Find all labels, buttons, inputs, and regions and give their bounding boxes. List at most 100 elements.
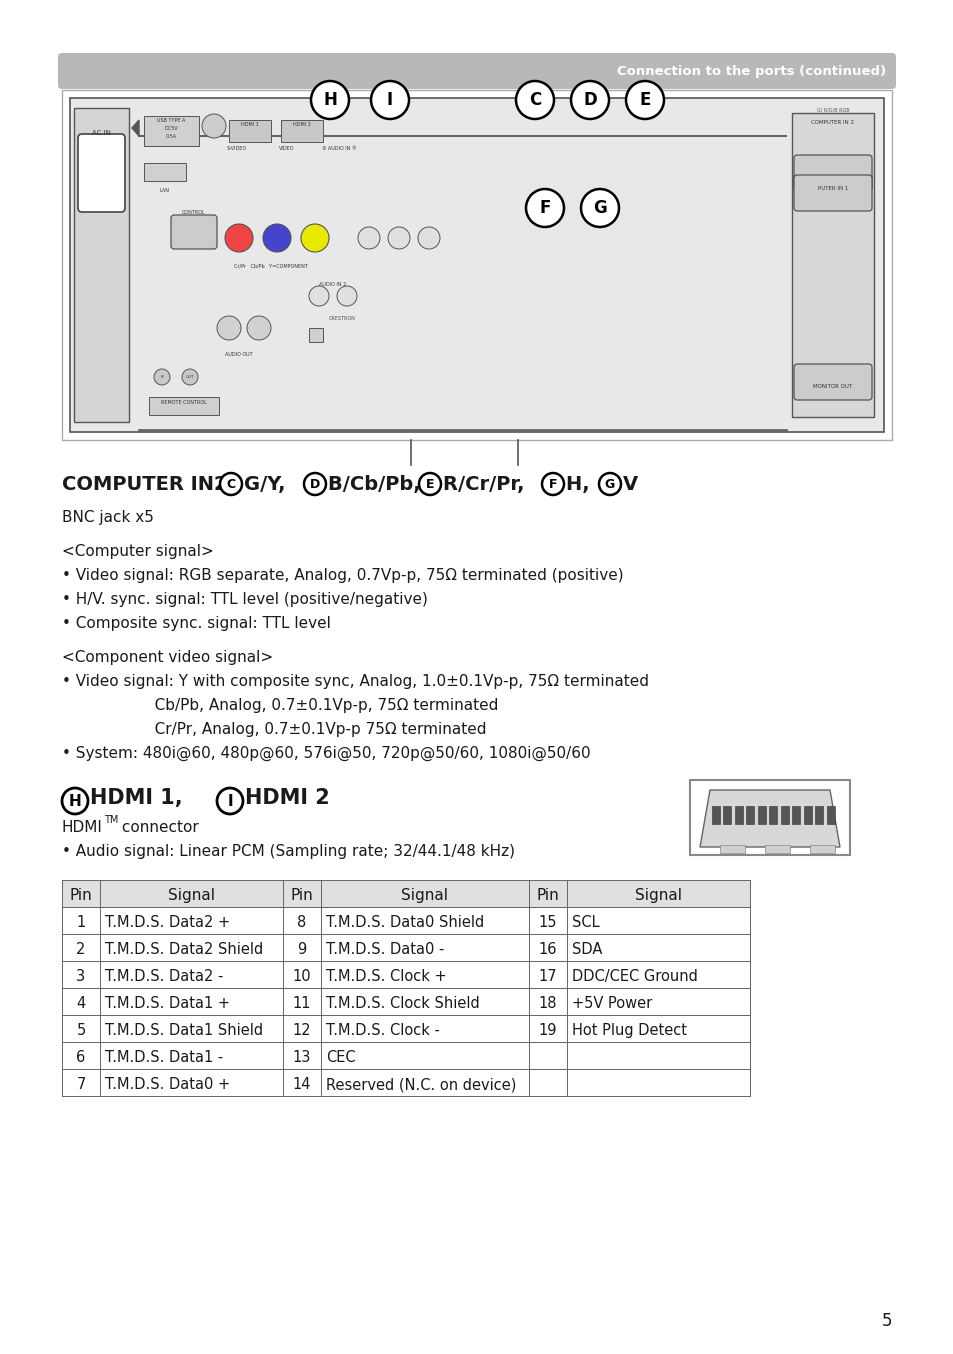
- Text: 13: 13: [293, 1049, 311, 1066]
- Text: MONITOR OUT: MONITOR OUT: [813, 385, 852, 390]
- Text: DC5V: DC5V: [164, 126, 177, 131]
- Circle shape: [625, 81, 663, 119]
- Text: R/Cr/Pr,: R/Cr/Pr,: [442, 475, 528, 494]
- Text: 0.5A: 0.5A: [165, 134, 176, 139]
- Text: Hot Plug Detect: Hot Plug Detect: [572, 1024, 686, 1039]
- Text: • Audio signal: Linear PCM (Sampling rate; 32/44.1/48 kHz): • Audio signal: Linear PCM (Sampling rat…: [62, 844, 515, 858]
- Bar: [62, 988, 749, 1016]
- Text: 16: 16: [538, 942, 557, 957]
- Text: Pin: Pin: [536, 888, 558, 903]
- Circle shape: [336, 286, 356, 306]
- Text: 4: 4: [76, 997, 86, 1011]
- Bar: [70, 97, 883, 432]
- FancyBboxPatch shape: [78, 134, 125, 213]
- Text: BNC jack x5: BNC jack x5: [62, 510, 153, 525]
- Text: Signal: Signal: [635, 888, 681, 903]
- Circle shape: [357, 227, 379, 249]
- Text: 6: 6: [76, 1049, 86, 1066]
- Bar: [745, 806, 754, 825]
- Circle shape: [418, 473, 440, 496]
- Text: 17: 17: [538, 969, 557, 984]
- Circle shape: [202, 114, 226, 138]
- Text: F: F: [548, 478, 557, 490]
- Text: HDMI 2: HDMI 2: [293, 122, 311, 127]
- Text: G/Y,: G/Y,: [244, 475, 289, 494]
- Text: T.M.D.S. Data0 Shield: T.M.D.S. Data0 Shield: [326, 915, 484, 930]
- Circle shape: [62, 788, 88, 814]
- Text: • Video signal: RGB separate, Analog, 0.7Vp-p, 75Ω terminated (positive): • Video signal: RGB separate, Analog, 0.…: [62, 567, 623, 584]
- Bar: [781, 806, 788, 825]
- Circle shape: [153, 370, 170, 385]
- Text: V: V: [622, 475, 638, 494]
- Text: PUTER IN 1: PUTER IN 1: [817, 185, 847, 191]
- Bar: [711, 806, 720, 825]
- Text: T.M.D.S. Data1 Shield: T.M.D.S. Data1 Shield: [105, 1024, 263, 1039]
- Text: TM: TM: [104, 815, 118, 825]
- Text: G: G: [604, 478, 615, 490]
- Text: Signal: Signal: [168, 888, 214, 903]
- Text: D: D: [582, 91, 597, 110]
- Bar: [815, 806, 822, 825]
- Text: T.M.D.S. Data2 +: T.M.D.S. Data2 +: [105, 915, 230, 930]
- Circle shape: [598, 473, 620, 496]
- Circle shape: [580, 190, 618, 227]
- Bar: [62, 89, 891, 440]
- Text: Cr/Pr   Cb/Pb   Y=COMPONENT: Cr/Pr Cb/Pb Y=COMPONENT: [233, 264, 308, 268]
- FancyBboxPatch shape: [58, 53, 895, 89]
- Text: C: C: [226, 478, 235, 490]
- Text: 2: 2: [76, 942, 86, 957]
- Text: LAN: LAN: [160, 188, 170, 194]
- Text: E: E: [425, 478, 434, 490]
- Bar: [722, 806, 731, 825]
- Bar: [62, 1070, 749, 1095]
- Circle shape: [388, 227, 410, 249]
- Bar: [826, 806, 834, 825]
- Text: B/Cb/Pb,: B/Cb/Pb,: [328, 475, 424, 494]
- Text: AC IN: AC IN: [92, 130, 111, 135]
- Bar: [74, 108, 129, 422]
- Circle shape: [516, 81, 554, 119]
- Text: 14: 14: [293, 1076, 311, 1091]
- Text: D: D: [310, 478, 320, 490]
- Text: • H/V. sync. signal: TTL level (positive/negative): • H/V. sync. signal: TTL level (positive…: [62, 592, 428, 607]
- Text: 9: 9: [297, 942, 306, 957]
- Circle shape: [371, 81, 409, 119]
- Circle shape: [225, 223, 253, 252]
- Text: • Video signal: Y with composite sync, Analog, 1.0±0.1Vp-p, 75Ω terminated: • Video signal: Y with composite sync, A…: [62, 674, 648, 689]
- Bar: [62, 1043, 749, 1070]
- Text: Reserved (N.C. on device): Reserved (N.C. on device): [326, 1076, 516, 1091]
- Text: 12: 12: [293, 1024, 311, 1039]
- Text: G: G: [593, 199, 606, 217]
- Bar: [309, 328, 323, 343]
- Circle shape: [311, 81, 349, 119]
- Circle shape: [220, 473, 242, 496]
- Text: T.M.D.S. Data1 -: T.M.D.S. Data1 -: [105, 1049, 223, 1066]
- Text: CRESTRON: CRESTRON: [329, 315, 355, 321]
- Text: 1: 1: [76, 915, 86, 930]
- Bar: [62, 934, 749, 961]
- FancyBboxPatch shape: [793, 175, 871, 211]
- Text: 11: 11: [293, 997, 311, 1011]
- Bar: [144, 116, 199, 146]
- Text: Cr/Pr, Analog, 0.7±0.1Vp-p 75Ω terminated: Cr/Pr, Analog, 0.7±0.1Vp-p 75Ω terminate…: [62, 722, 486, 737]
- Text: 15: 15: [538, 915, 557, 930]
- Bar: [144, 162, 186, 181]
- Text: CEC: CEC: [326, 1049, 355, 1066]
- Bar: [689, 780, 849, 854]
- Text: Pin: Pin: [70, 888, 92, 903]
- Circle shape: [304, 473, 326, 496]
- Text: S-VIDEO: S-VIDEO: [227, 145, 247, 150]
- Bar: [764, 845, 789, 853]
- Text: AUDIO IN 2: AUDIO IN 2: [318, 282, 346, 287]
- Polygon shape: [132, 121, 139, 135]
- Text: Connection to the ports (continued): Connection to the ports (continued): [617, 65, 885, 79]
- Bar: [62, 1016, 749, 1043]
- Text: 18: 18: [538, 997, 557, 1011]
- Text: T.M.D.S. Data0 -: T.M.D.S. Data0 -: [326, 942, 444, 957]
- Text: I: I: [387, 91, 393, 110]
- Text: VIDEO: VIDEO: [278, 145, 294, 150]
- Bar: [720, 845, 744, 853]
- Text: 3: 3: [76, 969, 86, 984]
- Text: R: R: [160, 375, 163, 379]
- Text: COMPUTER IN 2: COMPUTER IN 2: [811, 121, 854, 126]
